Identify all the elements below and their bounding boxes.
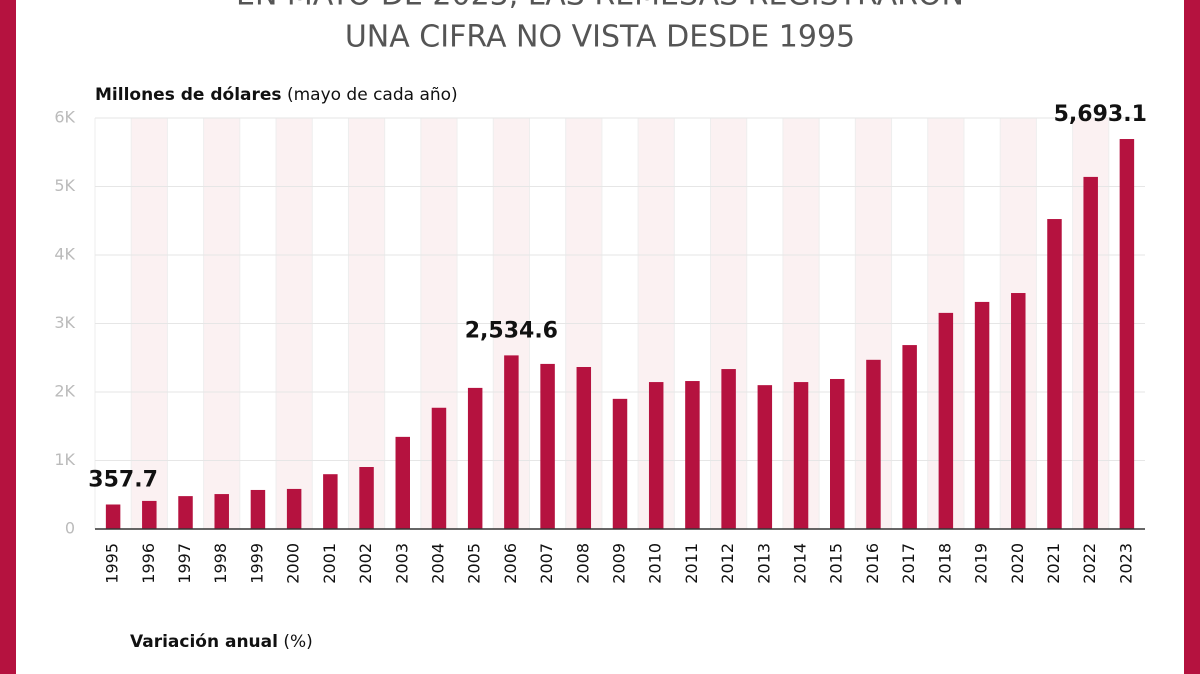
x-tick-label: 2019 — [972, 543, 991, 584]
x-tick-label: 2001 — [320, 543, 339, 584]
x-tick-label: 2017 — [899, 543, 918, 584]
x-tick-label: 2008 — [573, 543, 592, 584]
bar — [540, 363, 555, 529]
bar — [142, 500, 157, 529]
bar — [685, 381, 700, 529]
x-tick-label: 2021 — [1044, 543, 1063, 584]
frame-right — [1184, 0, 1200, 674]
bar — [250, 489, 266, 529]
x-tick-label: 2006 — [501, 543, 520, 584]
x-tick-label: 1999 — [247, 543, 266, 584]
y-tick-label: 6K — [54, 108, 75, 127]
x-tick-label: 2011 — [682, 543, 701, 584]
x-tick-label: 1995 — [103, 543, 122, 584]
value-label: 357.7 — [88, 467, 158, 492]
x-tick-label: 2015 — [827, 543, 846, 584]
bar — [866, 359, 881, 529]
y-tick-label: 3K — [54, 313, 75, 332]
x-tick-label: 2005 — [465, 543, 484, 584]
bar — [467, 387, 483, 529]
value-label: 5,693.1 — [1054, 102, 1147, 127]
y-tick-label: 4K — [54, 245, 75, 264]
bar — [902, 345, 917, 529]
x-tick-label: 2020 — [1008, 543, 1027, 584]
bar — [974, 301, 990, 529]
x-tick-label: 2012 — [718, 543, 737, 584]
y-axis-label: Millones de dólares (mayo de cada año) — [95, 85, 458, 105]
x-tick-label: 2007 — [537, 543, 556, 584]
section-title-main: Variación anual — [130, 632, 278, 652]
bar — [830, 378, 845, 529]
x-tick-label: 2003 — [392, 543, 411, 584]
bar — [1083, 176, 1098, 529]
bar — [1119, 139, 1135, 529]
x-tick-label: 2002 — [356, 543, 375, 584]
bar — [721, 369, 736, 529]
bar — [214, 494, 229, 529]
bar — [431, 407, 447, 529]
section-title: Variación anual (%) — [130, 632, 313, 652]
bar — [757, 385, 773, 529]
bar — [395, 436, 410, 529]
x-tick-label: 2009 — [610, 543, 629, 584]
bar — [648, 382, 664, 529]
bar — [504, 355, 519, 529]
y-tick-label: 0 — [65, 519, 75, 538]
bar — [576, 366, 592, 529]
x-tick-label: 2023 — [1116, 543, 1135, 584]
x-tick-label: 1998 — [211, 543, 230, 584]
x-tick-label: 1996 — [139, 543, 158, 584]
x-tick-label: 1997 — [175, 543, 194, 584]
x-tick-label: 2004 — [428, 543, 447, 584]
y-tick-label: 2K — [54, 382, 75, 401]
y-axis-label-main: Millones de dólares — [95, 85, 282, 105]
bar — [612, 398, 628, 529]
x-tick-label: 2000 — [284, 543, 303, 584]
bar — [359, 467, 374, 529]
bar — [1047, 219, 1062, 529]
bar — [938, 312, 954, 529]
y-tick-label: 5K — [54, 176, 75, 195]
value-label: 2,534.6 — [465, 318, 558, 343]
bar — [286, 488, 302, 529]
y-axis-label-note: (mayo de cada año) — [287, 85, 458, 105]
bar — [793, 382, 809, 529]
bar — [323, 474, 338, 529]
chart-title: EN MAYO DE 2023, LAS REMESAS REGISTRARON — [236, 0, 964, 13]
x-tick-label: 2018 — [935, 543, 954, 584]
x-tick-label: 2013 — [754, 543, 773, 584]
section-note: (%) — [283, 632, 312, 652]
x-tick-label: 2022 — [1080, 543, 1099, 584]
frame-left — [0, 0, 16, 674]
bar — [105, 504, 121, 529]
bar — [1011, 293, 1026, 529]
bar — [178, 496, 193, 529]
x-tick-label: 2016 — [863, 543, 882, 584]
x-tick-label: 2014 — [791, 543, 810, 584]
chart-subtitle: UNA CIFRA NO VISTA DESDE 1995 — [345, 20, 855, 55]
x-tick-label: 2010 — [646, 543, 665, 584]
y-tick-label: 1K — [54, 450, 75, 469]
